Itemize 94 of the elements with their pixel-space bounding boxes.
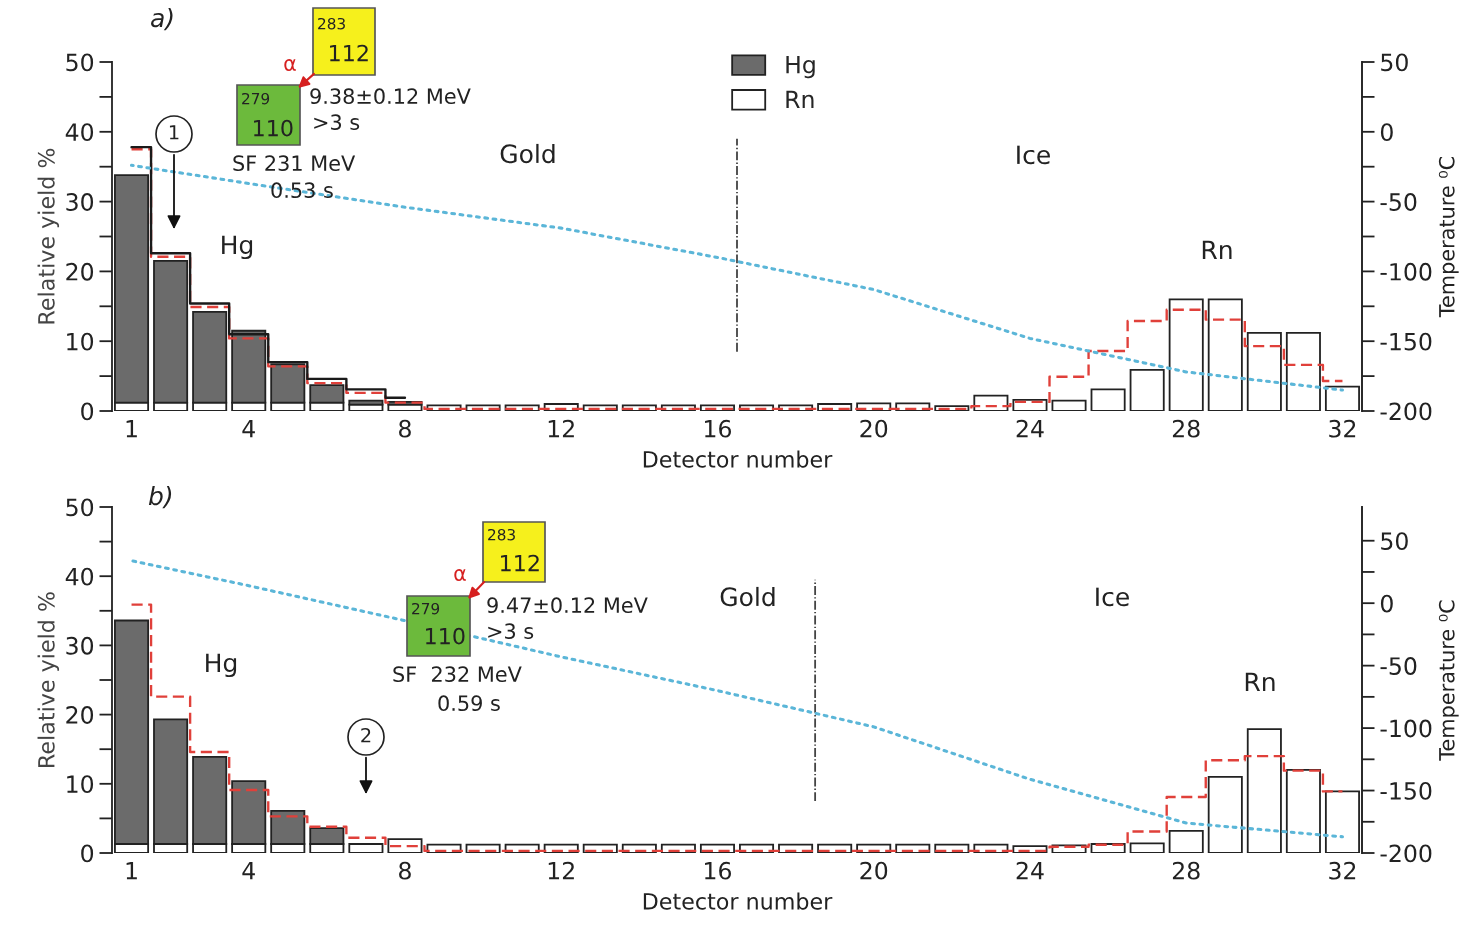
chart-title: a) [151, 7, 173, 31]
x-axis-title: Detector number [643, 892, 833, 910]
annotation: 283 [488, 528, 515, 541]
bar [387, 838, 423, 853]
y2-tick-label: 0 [1380, 123, 1393, 142]
bar [1129, 368, 1165, 411]
annotation: SF 231 MeV [233, 155, 356, 172]
y-tick-label: 20 [66, 706, 94, 724]
x-tick-label: 32 [1329, 419, 1356, 438]
annotation: >3 s [314, 114, 360, 131]
text: 283 [318, 17, 345, 30]
annotation: >3 s [488, 623, 534, 640]
x-tick-label: 24 [1016, 861, 1044, 880]
y-axis-title: Relative yield % [37, 592, 60, 767]
annotation: 0.59 s [438, 695, 500, 712]
legend-label: Rn [786, 90, 814, 108]
y2-tick-label: 50 [1381, 532, 1408, 551]
annotation: 112 [501, 554, 539, 572]
x-tick-label: 4 [242, 862, 255, 880]
x-tick-label: 8 [399, 419, 411, 438]
annotation: Rn [1245, 672, 1275, 691]
x-tick-label: 24 [1016, 419, 1044, 438]
bar [1285, 331, 1321, 411]
annotation: Hg [206, 653, 237, 678]
y-tick-label: 30 [66, 193, 94, 211]
y-tick-label: 20 [66, 262, 94, 281]
chart-title: b) [148, 485, 172, 509]
bar [1285, 769, 1321, 853]
bar [973, 394, 1009, 411]
x-tick-label: 32 [1329, 861, 1356, 880]
x-tick-label: 16 [705, 419, 731, 438]
y2-tick-label: -200 [1380, 402, 1432, 421]
y-tick-label: 40 [65, 123, 94, 142]
y-tick-label: 10 [67, 332, 94, 351]
y-tick-label: 50 [66, 53, 94, 72]
annotation: Ice [1017, 145, 1050, 165]
bar [1168, 298, 1204, 411]
annotation: Gold [720, 586, 775, 607]
y-tick-label: 0 [81, 402, 94, 421]
x-tick-label: 12 [548, 861, 574, 880]
annotation: SF 232 MeV [393, 666, 522, 683]
y2-tick-label: -150 [1380, 781, 1432, 800]
text: 112 [330, 44, 368, 62]
y2-tick-label: 50 [1381, 53, 1408, 72]
x-tick-label: 28 [1172, 419, 1200, 438]
annotation: 9.47±0.12 MeV [487, 597, 648, 614]
y2-tick-label: -200 [1380, 844, 1432, 863]
x-tick-label: 20 [860, 861, 888, 880]
annotation: 110 [254, 119, 293, 137]
annotation: 1 [169, 125, 179, 140]
y-tick-label: 30 [66, 636, 94, 655]
annotation: Hg [222, 235, 253, 260]
x-tick-label: 20 [860, 419, 888, 438]
bar [1207, 775, 1243, 853]
y2-tick-label: 0 [1380, 594, 1393, 613]
x-tick-label: 4 [242, 420, 255, 438]
bar [1129, 842, 1165, 853]
bar [1246, 331, 1282, 411]
y2-tick-label: -50 [1380, 193, 1417, 211]
annotation: α [454, 569, 466, 581]
x-tick-label: 1 [126, 420, 137, 438]
annotation: Ice [1096, 587, 1129, 607]
bar [1207, 298, 1243, 411]
annotation: 110 [426, 627, 465, 645]
x-tick-label: 8 [399, 861, 411, 880]
annotation: Gold [500, 143, 555, 164]
bar [348, 843, 384, 853]
y-tick-label: 40 [65, 567, 94, 586]
x-axis-title: Detector number [643, 450, 833, 468]
x-tick-label: 1 [126, 862, 137, 880]
y2-axis-title: Temperature ⁰C [1438, 156, 1459, 318]
y2-tick-label: -100 [1380, 719, 1432, 738]
annotation: 2 [361, 727, 371, 743]
annotation: 9.38±0.12 MeV [310, 88, 471, 105]
y2-tick-label: -50 [1380, 657, 1417, 675]
y2-tick-label: -100 [1380, 262, 1432, 281]
bar [1168, 829, 1204, 853]
y2-axis-title: Temperature ⁰C [1438, 600, 1459, 761]
x-tick-label: 16 [705, 861, 731, 880]
bar [1090, 388, 1126, 411]
annotation: α [284, 59, 296, 71]
bar [1246, 728, 1282, 853]
y2-tick-label: -150 [1380, 332, 1432, 351]
y-tick-label: 10 [67, 775, 94, 794]
annotation: 279 [412, 602, 440, 615]
y-tick-label: 50 [66, 498, 94, 517]
annotation: 279 [242, 92, 270, 105]
y-axis-title: Relative yield % [37, 148, 60, 324]
y-tick-label: 0 [81, 844, 94, 863]
bar [1051, 399, 1087, 411]
annotation: Rn [1202, 240, 1232, 259]
x-tick-label: 28 [1172, 861, 1200, 880]
x-tick-label: 12 [548, 419, 574, 438]
legend-label: Hg [786, 56, 815, 79]
